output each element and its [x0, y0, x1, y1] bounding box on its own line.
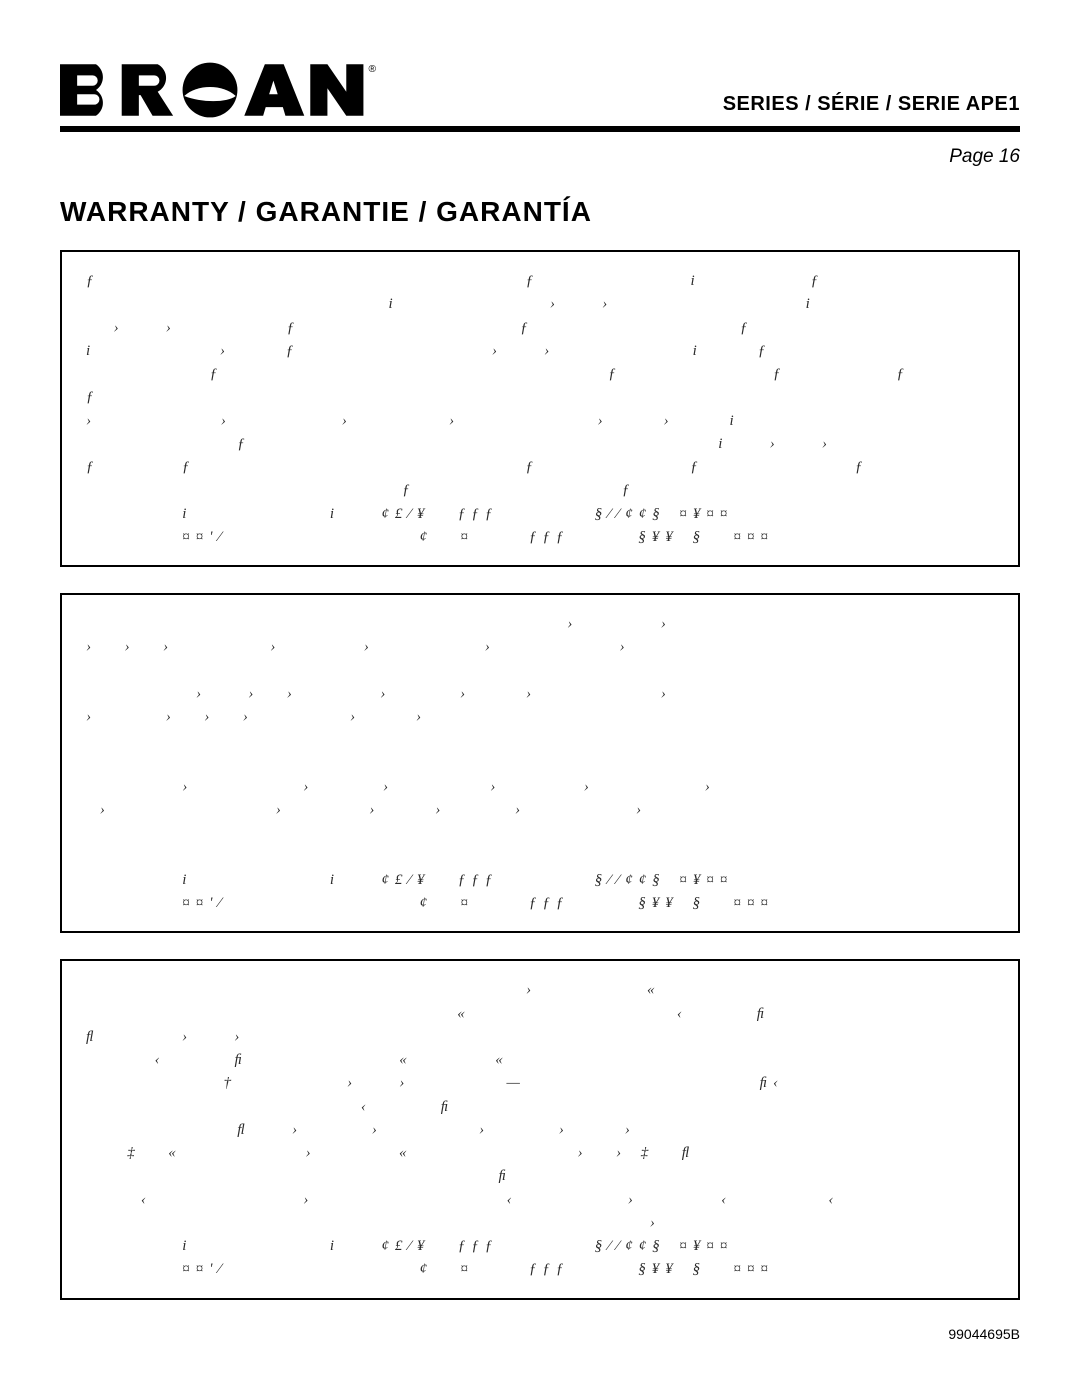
warranty-box-1: ƒ ƒ i ƒ i › › i › › ƒ ƒ ƒ i › ƒ › › — [60, 250, 1020, 567]
warranty-box-2: › › › › › › › › › › › › › › › › › › › › … — [60, 593, 1020, 933]
page-number: Page 16 — [60, 146, 1020, 168]
warranty-content-3: › « « ‹ ﬁ ﬂ › › ‹ ﬁ « « † › › — ﬁ‹ ‹ ﬁ ﬂ — [86, 979, 994, 1281]
header: ® SERIES / SÉRIE / SERIE APE1 — [60, 60, 1020, 120]
footer-code: 99044695B — [60, 1326, 1020, 1342]
warranty-box-3: › « « ‹ ﬁ ﬂ › › ‹ ﬁ « « † › › — ﬁ‹ ‹ ﬁ ﬂ — [60, 959, 1020, 1299]
brand-logo: ® — [60, 60, 386, 120]
broan-logo-svg: ® — [60, 60, 386, 120]
warranty-content-1: ƒ ƒ i ƒ i › › i › › ƒ ƒ ƒ i › ƒ › › — [86, 270, 994, 549]
header-rule — [60, 126, 1020, 132]
warranty-content-2: › › › › › › › › › › › › › › › › › › › › … — [86, 613, 994, 915]
svg-text:®: ® — [369, 64, 377, 75]
series-label: SERIES / SÉRIE / SERIE APE1 — [723, 93, 1020, 120]
page: ® SERIES / SÉRIE / SERIE APE1 Page 16 WA… — [0, 0, 1080, 1397]
page-title: WARRANTY / GARANTIE / GARANTÍA — [60, 196, 1020, 228]
